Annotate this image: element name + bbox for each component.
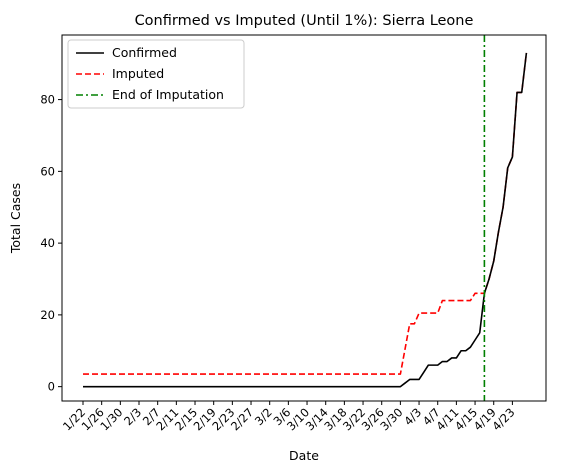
legend-label: Confirmed bbox=[112, 45, 177, 60]
series-line-confirmed bbox=[83, 52, 528, 388]
y-tick-label: 40 bbox=[40, 236, 55, 250]
x-axis-label: Date bbox=[289, 448, 319, 463]
legend-label: Imputed bbox=[112, 66, 164, 81]
y-tick-label: 80 bbox=[40, 93, 55, 107]
x-axis: 1/221/261/302/32/72/112/152/192/232/273/… bbox=[60, 401, 518, 433]
legend-label: End of Imputation bbox=[112, 87, 224, 102]
chart-title: Confirmed vs Imputed (Until 1%): Sierra … bbox=[135, 13, 474, 29]
y-tick-label: 20 bbox=[40, 308, 55, 322]
y-tick-label: 0 bbox=[48, 380, 55, 394]
x-tick-label: 4/23 bbox=[489, 405, 517, 433]
y-tick-label: 60 bbox=[40, 164, 55, 178]
legend-box bbox=[67, 39, 245, 109]
y-axis: 0 20 40 60 80 bbox=[40, 93, 62, 394]
legend: Confirmed Imputed End of Imputation bbox=[67, 39, 245, 109]
plot-frame bbox=[61, 34, 547, 402]
y-axis-label: Total Cases bbox=[8, 183, 23, 254]
series-line-imputed bbox=[83, 52, 528, 375]
plot-area bbox=[83, 35, 528, 401]
